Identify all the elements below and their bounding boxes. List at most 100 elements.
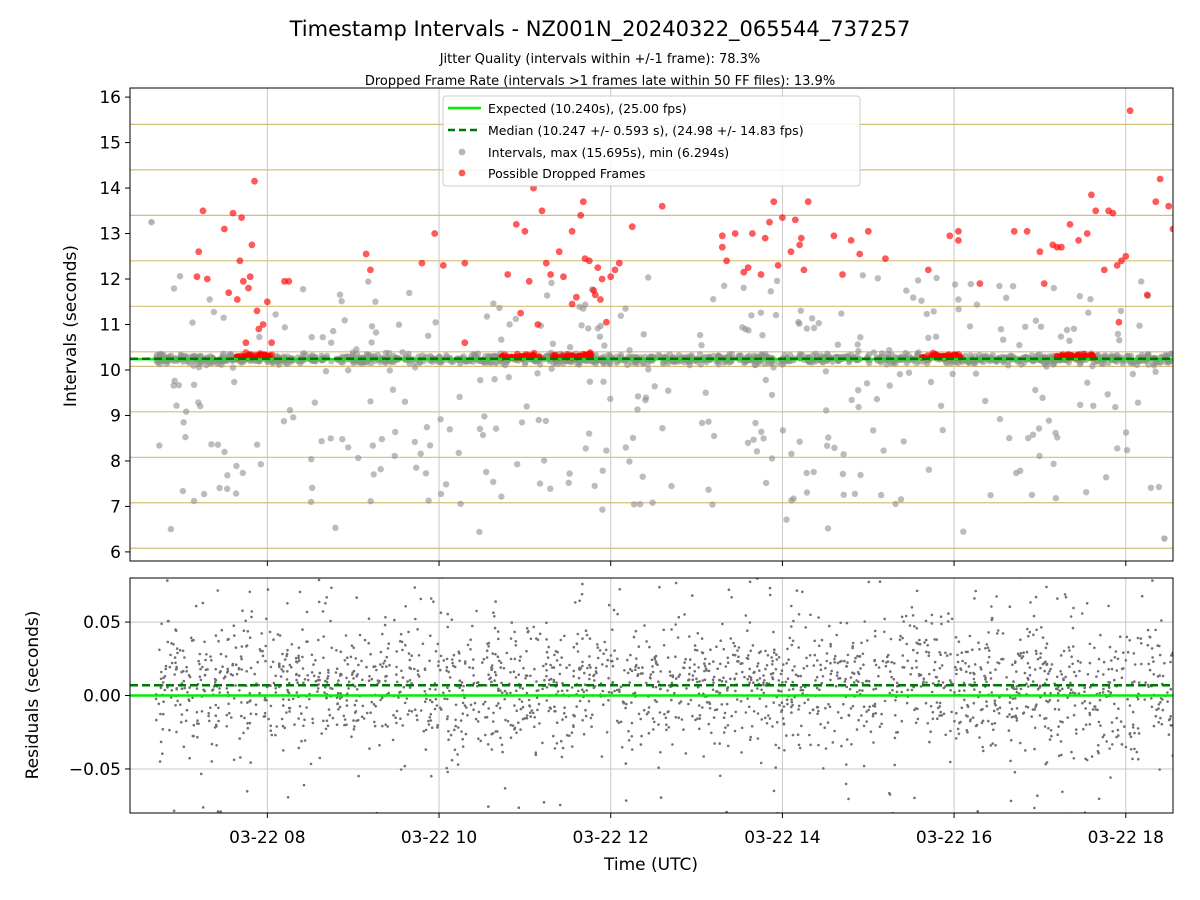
residual-point: [747, 654, 750, 657]
residual-point: [623, 669, 626, 672]
interval-point: [483, 359, 490, 366]
residual-point: [1057, 754, 1061, 758]
residual-point: [461, 745, 465, 748]
interval-point: [505, 374, 512, 381]
residual-point: [387, 691, 391, 695]
residual-point: [1152, 660, 1155, 663]
residual-point: [880, 722, 883, 726]
intervals-y-tick-label: 12: [99, 270, 121, 290]
intervals-y-axis-label: Intervals (seconds): [61, 245, 81, 407]
interval-point: [203, 361, 210, 369]
interval-point: [1104, 391, 1111, 398]
residual-point: [852, 681, 856, 684]
interval-point: [566, 344, 574, 351]
interval-point: [601, 342, 608, 349]
residual-point: [994, 744, 997, 747]
residual-point: [427, 719, 430, 723]
interval-point: [190, 362, 197, 369]
residual-point: [534, 753, 538, 757]
dropped-frame-point: [525, 277, 533, 285]
residual-point: [465, 706, 468, 709]
dropped-frame-point: [1075, 237, 1082, 244]
residual-point: [957, 732, 961, 736]
interval-point: [257, 461, 264, 468]
residual-point: [797, 743, 801, 747]
residual-point: [1053, 575, 1056, 578]
interval-point: [1063, 326, 1071, 334]
residual-point: [428, 698, 432, 702]
residual-point: [175, 647, 179, 650]
residual-point: [559, 638, 563, 642]
residual-point: [913, 708, 916, 712]
residual-point: [413, 708, 417, 711]
interval-point: [939, 426, 946, 434]
residual-point: [487, 645, 490, 648]
dropped-frame-point: [1118, 257, 1125, 265]
residual-point: [750, 689, 754, 692]
residual-point: [162, 700, 165, 703]
residual-point: [463, 660, 467, 663]
residual-point: [612, 608, 616, 612]
residual-point: [663, 712, 666, 716]
residual-point: [712, 716, 716, 719]
residual-point: [278, 634, 282, 637]
residual-point: [498, 706, 502, 710]
residual-point: [908, 624, 912, 627]
residual-point: [571, 745, 574, 748]
residual-point: [496, 630, 500, 633]
interval-point: [582, 445, 589, 452]
residual-point: [886, 660, 890, 663]
residual-point: [219, 670, 222, 673]
residual-point: [226, 691, 230, 694]
residual-point: [732, 641, 735, 645]
residual-point: [823, 726, 826, 729]
residual-point: [1167, 733, 1171, 736]
residual-point: [199, 678, 203, 682]
residual-point: [447, 738, 450, 741]
residual-point: [611, 628, 614, 631]
residual-point: [772, 651, 776, 654]
interval-point: [1150, 362, 1158, 369]
residual-point: [254, 703, 258, 707]
interval-point: [797, 307, 804, 314]
interval-point: [423, 424, 431, 431]
residual-point: [1076, 659, 1080, 663]
residual-point: [971, 716, 975, 719]
residual-point: [651, 670, 655, 674]
residual-point: [809, 743, 812, 747]
residual-point: [651, 717, 655, 720]
residual-point: [856, 654, 859, 658]
residual-point: [665, 728, 668, 732]
residual-point: [799, 686, 803, 689]
residual-point: [743, 675, 746, 679]
residual-point: [588, 677, 591, 681]
residual-point: [1152, 673, 1156, 676]
legend: Expected (10.240s), (25.00 fps) Median (…: [442, 95, 861, 187]
interval-point: [170, 285, 178, 292]
residual-point: [499, 666, 503, 669]
residual-point: [1043, 669, 1046, 673]
residual-point: [410, 710, 414, 713]
interval-point: [996, 282, 1003, 290]
interval-point: [229, 364, 237, 371]
intervals-y-tick-label: 7: [110, 497, 121, 517]
residual-point: [685, 687, 688, 690]
residual-point: [953, 719, 956, 723]
residual-point: [654, 660, 658, 663]
residual-point: [208, 719, 211, 723]
residual-point: [427, 723, 431, 726]
residual-point: [707, 669, 711, 673]
interval-point: [543, 292, 551, 299]
residual-point: [739, 700, 743, 703]
residual-point: [602, 703, 605, 706]
residual-point: [213, 677, 217, 681]
residual-point: [698, 680, 701, 683]
interval-point: [599, 467, 606, 474]
residual-point: [484, 733, 487, 737]
residual-point: [328, 713, 332, 717]
residual-point: [643, 624, 646, 627]
residual-point: [404, 643, 407, 647]
residual-point: [545, 674, 548, 678]
interval-point: [831, 444, 838, 451]
residual-point: [220, 628, 224, 632]
